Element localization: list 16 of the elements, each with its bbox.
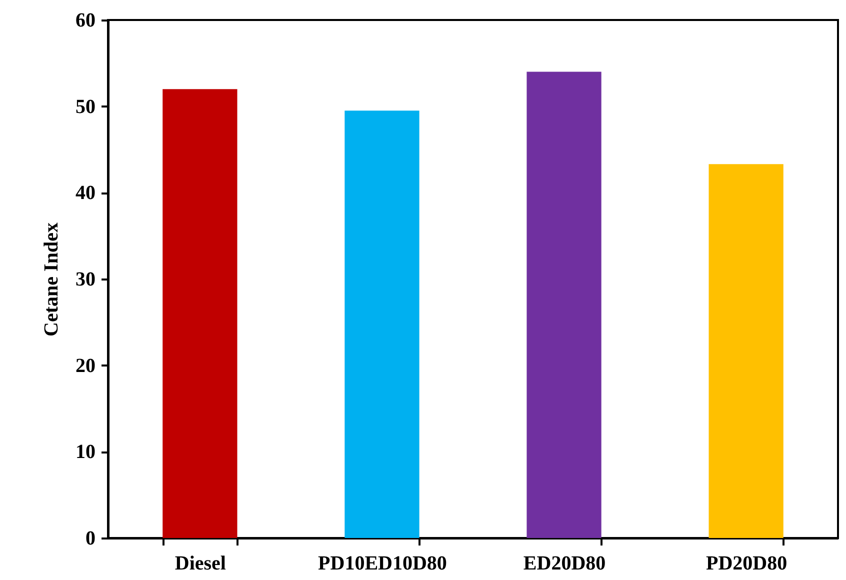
bar <box>344 110 420 538</box>
y-tick-label: 60 <box>76 10 96 32</box>
y-tick-label: 20 <box>76 354 96 377</box>
y-tick-label: 30 <box>76 268 96 290</box>
bar <box>708 164 784 538</box>
y-tick-label: 10 <box>76 441 96 464</box>
x-tick-label: PD20D80 <box>706 552 788 574</box>
bar <box>526 72 602 538</box>
y-tick-label: 0 <box>86 528 96 550</box>
x-tick-label: Diesel <box>174 552 226 574</box>
y-axis-title: Cetane Index <box>40 222 62 336</box>
y-tick-label: 50 <box>76 96 96 118</box>
x-tick-label: PD10ED10D80 <box>318 552 447 574</box>
bar <box>162 89 238 538</box>
y-tick-label: 40 <box>76 182 96 204</box>
x-tick-label: ED20D80 <box>523 552 606 574</box>
